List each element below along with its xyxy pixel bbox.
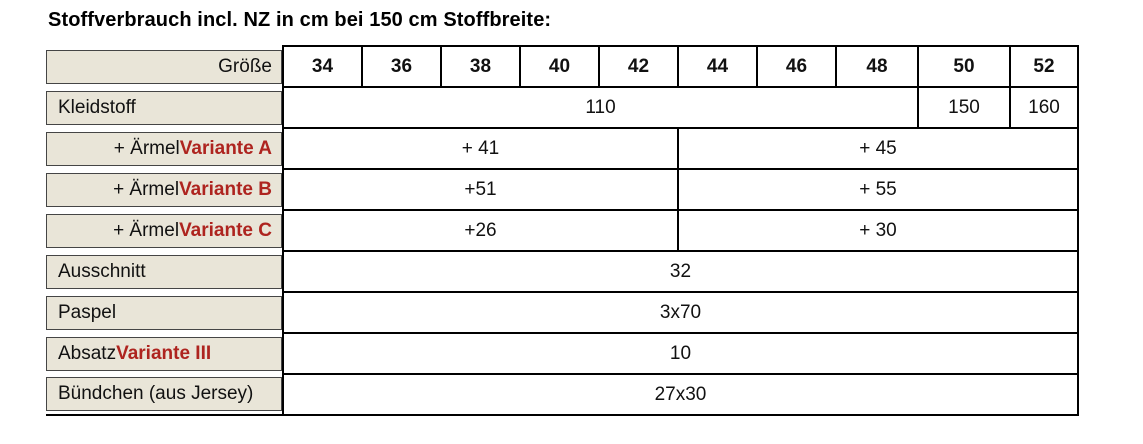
table-header-row: Größe 34 36 38 40 42 44 46 48 50 52 (46, 45, 1079, 88)
size-column-header-36: 36 (361, 45, 442, 88)
row-label: + Ärmel (113, 219, 180, 241)
value-cell: 32 (282, 250, 1079, 293)
value-cell: 160 (1009, 86, 1079, 129)
value-cell: 27x30 (282, 373, 1079, 416)
table-row-paspel: Paspel 3x70 (46, 291, 1079, 334)
row-label-box: + Ärmel Variante C (46, 213, 282, 248)
row-label-cell: + Ärmel Variante B (46, 169, 284, 210)
size-column-header-34: 34 (282, 45, 363, 88)
row-label-box: + Ärmel Variante A (46, 131, 282, 166)
size-column-header-50: 50 (917, 45, 1011, 88)
size-column-header-46: 46 (756, 45, 837, 88)
value-cell: + 55 (677, 168, 1079, 211)
row-label-box: Absatz Variante III (46, 336, 282, 371)
value-cell: +51 (282, 168, 679, 211)
row-label-cell: Kleidstoff (46, 87, 284, 128)
value-cell: 150 (917, 86, 1011, 129)
row-label: Absatz (58, 342, 117, 364)
row-label-cell: Paspel (46, 292, 284, 333)
size-header-label: Größe (218, 55, 272, 77)
row-label-variant: Variante III (116, 342, 212, 364)
table-row-aermel-variante-a: + Ärmel Variante A + 41 + 45 (46, 127, 1079, 170)
size-column-header-48: 48 (835, 45, 919, 88)
row-label-box: Kleidstoff (46, 90, 282, 125)
fabric-consumption-table: Größe 34 36 38 40 42 44 46 48 50 52 Klei… (46, 45, 1079, 416)
table-row-buendchen: Bündchen (aus Jersey) 27x30 (46, 373, 1079, 416)
row-label-cell: Bündchen (aus Jersey) (46, 374, 284, 416)
row-label-cell: Ausschnitt (46, 251, 284, 292)
table-row-ausschnitt: Ausschnitt 32 (46, 250, 1079, 293)
value-cell: + 45 (677, 127, 1079, 170)
row-label-variant: Variante C (179, 219, 272, 241)
value-cell: 110 (282, 86, 919, 129)
row-label-box: Bündchen (aus Jersey) (46, 377, 282, 411)
row-label-box: + Ärmel Variante B (46, 172, 282, 207)
page-title: Stoffverbrauch incl. NZ in cm bei 150 cm… (48, 9, 552, 31)
row-label: + Ärmel (113, 178, 180, 200)
row-label-variant: Variante B (179, 178, 272, 200)
value-cell: 3x70 (282, 291, 1079, 334)
size-column-header-42: 42 (598, 45, 679, 88)
row-label-cell: Absatz Variante III (46, 333, 284, 374)
size-column-header-38: 38 (440, 45, 521, 88)
row-label: Ausschnitt (58, 260, 146, 282)
row-label-cell: + Ärmel Variante A (46, 128, 284, 169)
size-column-header-40: 40 (519, 45, 600, 88)
value-cell: + 41 (282, 127, 679, 170)
value-cell: +26 (282, 209, 679, 252)
table-row-absatz-variante-iii: Absatz Variante III 10 (46, 332, 1079, 375)
row-label: Bündchen (aus Jersey) (58, 383, 254, 404)
table-row-aermel-variante-c: + Ärmel Variante C +26 + 30 (46, 209, 1079, 252)
size-column-header-52: 52 (1009, 45, 1079, 88)
value-cell: 10 (282, 332, 1079, 375)
value-cell: + 30 (677, 209, 1079, 252)
row-label-box: Paspel (46, 295, 282, 330)
row-label: + Ärmel (113, 137, 180, 159)
table-row-kleidstoff: Kleidstoff 110 150 160 (46, 86, 1079, 129)
row-label: Kleidstoff (58, 96, 136, 118)
row-label-box: Ausschnitt (46, 254, 282, 289)
row-label: Paspel (58, 301, 117, 323)
row-label-variant: Variante A (179, 137, 272, 159)
table-row-aermel-variante-b: + Ärmel Variante B +51 + 55 (46, 168, 1079, 211)
row-label-cell: + Ärmel Variante C (46, 210, 284, 251)
size-header-label-cell: Größe (46, 46, 284, 87)
size-header-label-box: Größe (46, 49, 282, 84)
size-column-header-44: 44 (677, 45, 758, 88)
